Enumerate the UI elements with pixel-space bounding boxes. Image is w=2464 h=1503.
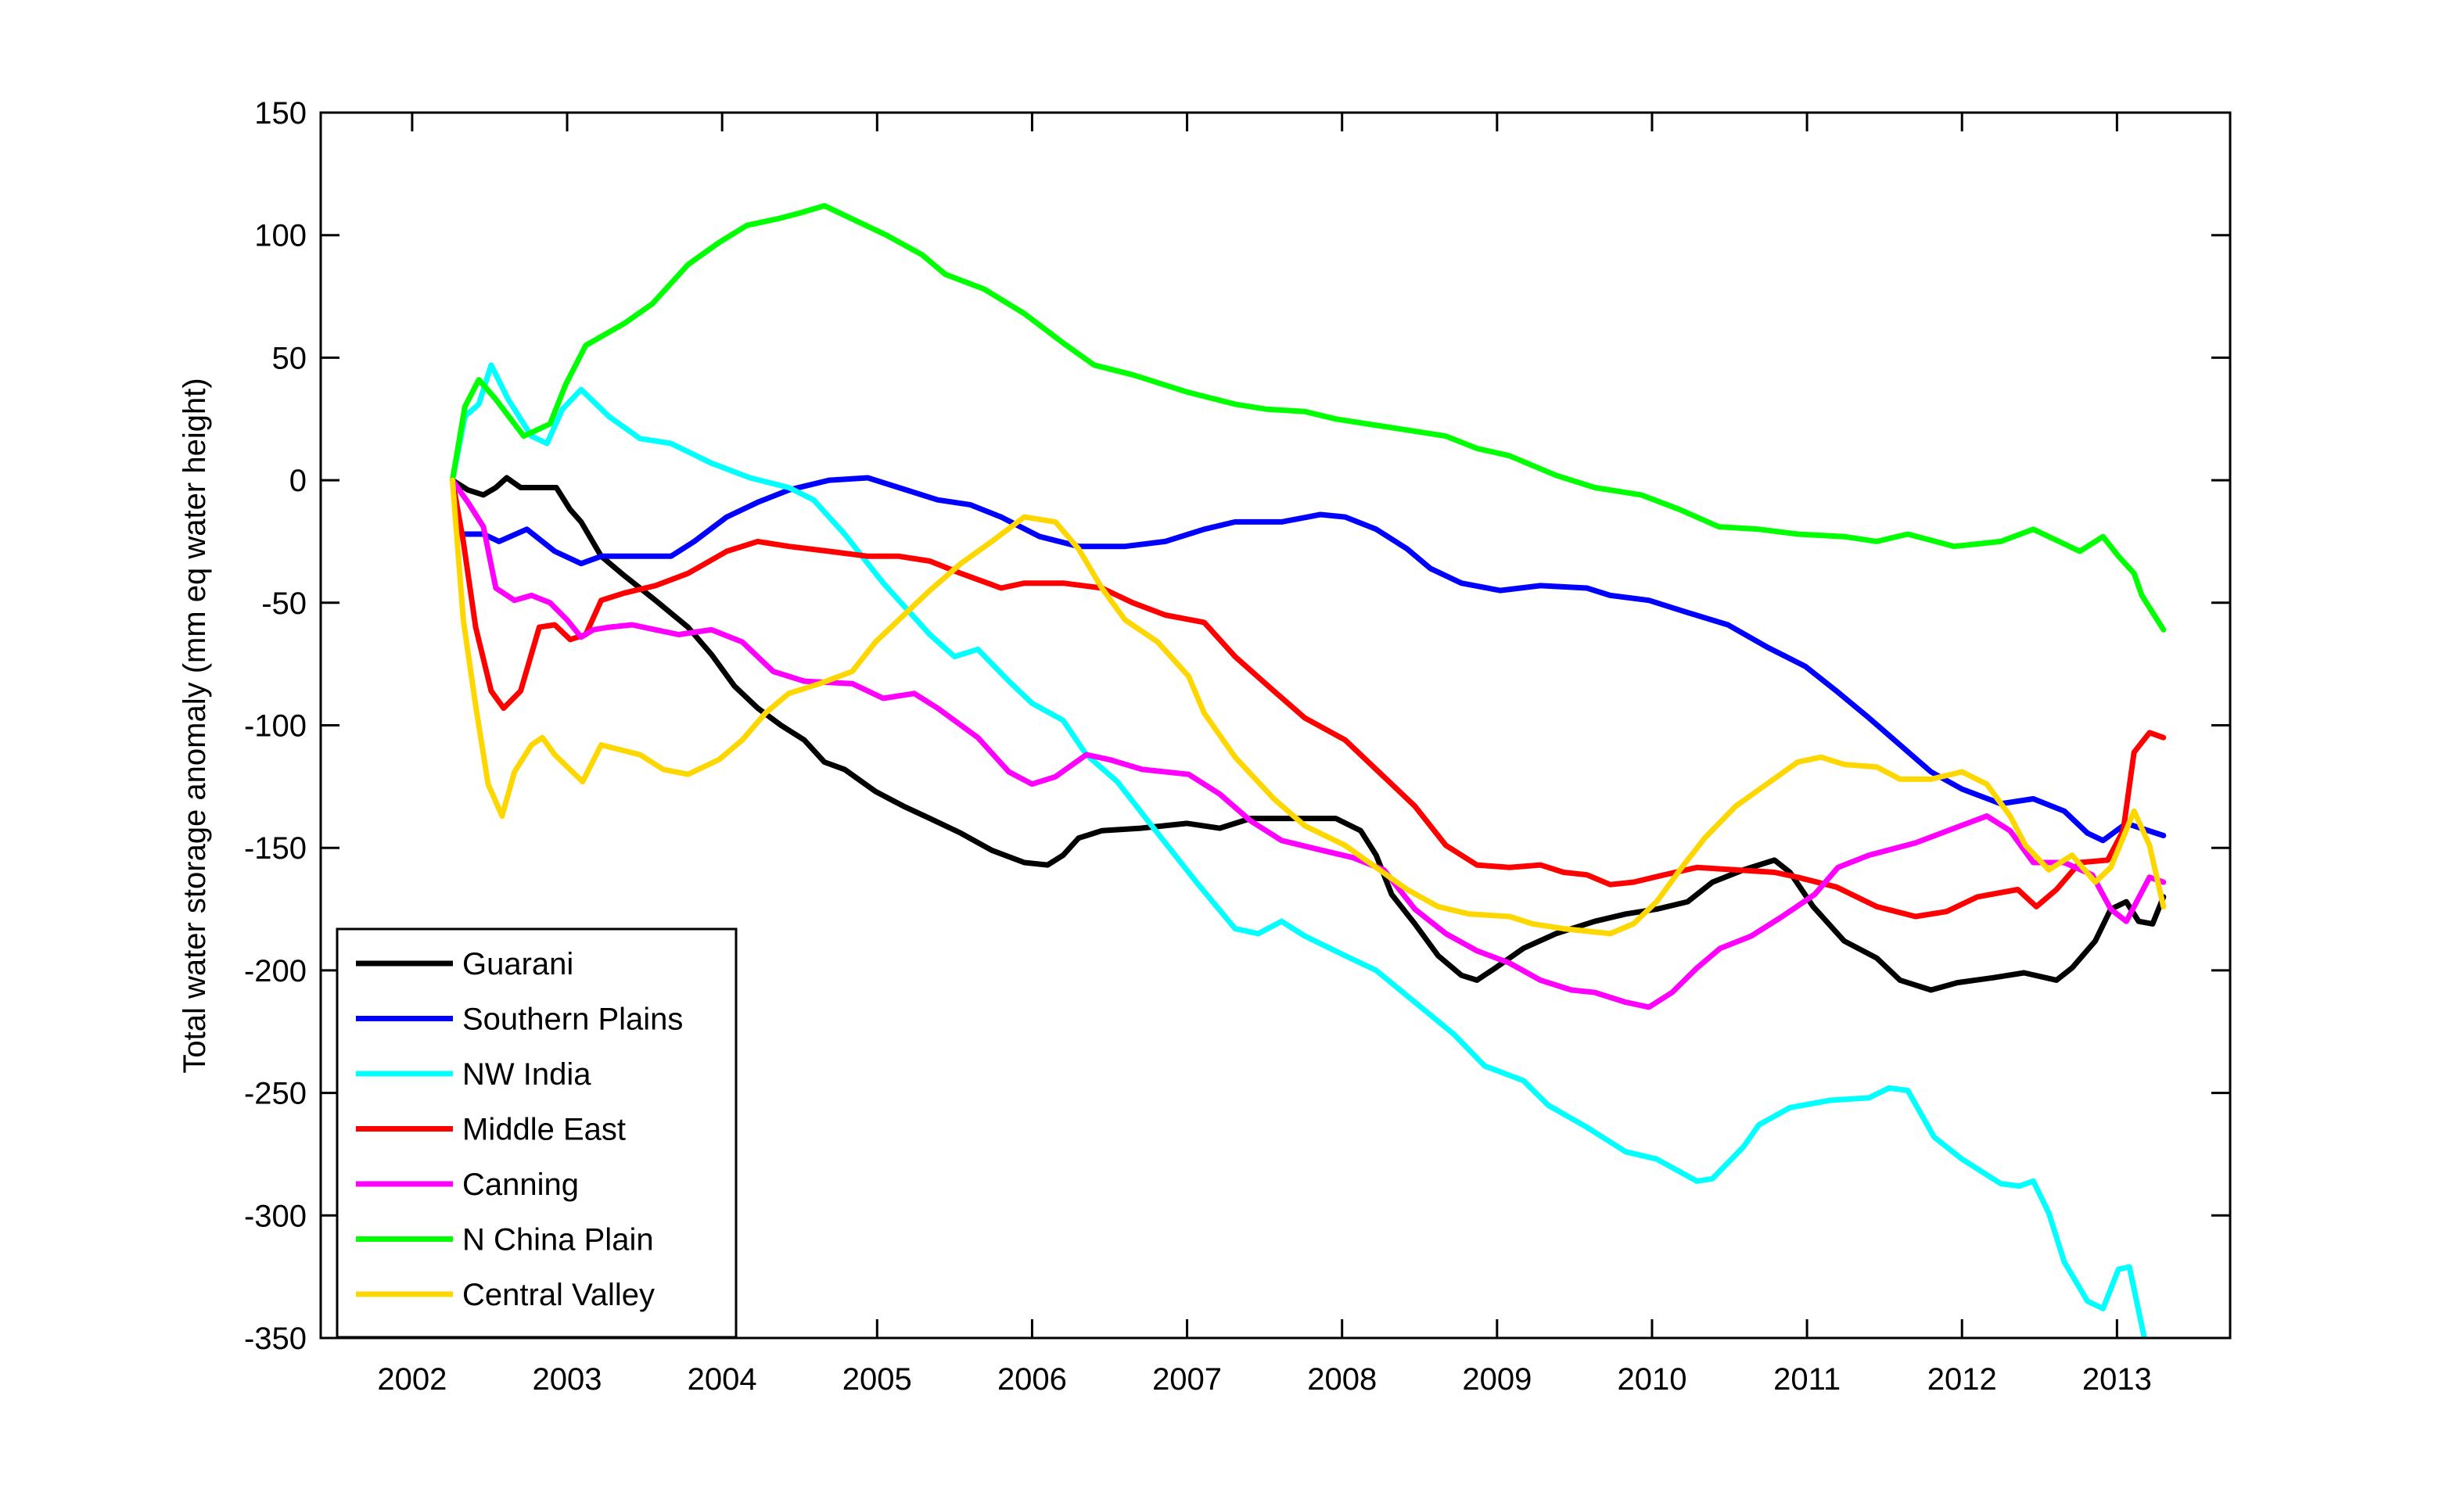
y-tick-label: -250 xyxy=(244,1077,307,1111)
legend-box xyxy=(336,927,738,1339)
legend-item-middle-east: Middle East xyxy=(356,1113,626,1147)
x-tick-label: 2002 xyxy=(377,1362,447,1397)
series-line-middle-east xyxy=(449,477,2167,920)
series-line-nw-india xyxy=(449,362,2147,1338)
series-line-central-valley xyxy=(449,477,2167,937)
x-tick-label: 2008 xyxy=(1307,1362,1377,1397)
x-tick-label: 2003 xyxy=(533,1362,602,1397)
legend-item-n-china-plain: N China Plain xyxy=(356,1223,654,1257)
legend-label: NW India xyxy=(462,1057,591,1092)
legend-item-guarani: Guarani xyxy=(356,947,573,981)
series-line-southern-plains xyxy=(449,475,2167,844)
legend-label: N China Plain xyxy=(462,1223,654,1257)
legend-label: Central Valley xyxy=(462,1278,655,1312)
y-tick-label: 100 xyxy=(254,219,307,253)
legend-item-canning: Canning xyxy=(356,1168,579,1202)
x-tick-label: 2010 xyxy=(1617,1362,1686,1397)
y-axis-label: Total water storage anomaly (mm eq water… xyxy=(178,378,212,1073)
series-line-canning xyxy=(449,477,2167,1010)
legend-label: Canning xyxy=(462,1168,579,1202)
legend-item-nw-india: NW India xyxy=(356,1057,591,1092)
legend: Guarani Southern Plains NW India Middle Eas… xyxy=(336,927,738,1339)
x-tick-label: 2007 xyxy=(1152,1362,1222,1397)
legend-items: Guarani Southern Plains NW India Middle Eas… xyxy=(356,947,683,1312)
series-layer xyxy=(449,203,2167,1338)
y-tick-label: -50 xyxy=(261,586,307,621)
legend-label: Southern Plains xyxy=(462,1003,683,1037)
legend-item-southern-plains: Southern Plains xyxy=(356,1003,683,1037)
y-tick-label: -100 xyxy=(244,709,307,744)
y-tick-label: 50 xyxy=(272,341,307,375)
y-tick-label: -200 xyxy=(244,954,307,988)
x-tick-label: 2012 xyxy=(1927,1362,1997,1397)
x-tick-label: 2004 xyxy=(688,1362,757,1397)
y-tick-label: 150 xyxy=(254,96,307,131)
ticks-layer: 2002 2003 2004 2005 2006 2007 2008 2009 2010 2011… xyxy=(244,96,2230,1397)
legend-label: Middle East xyxy=(462,1113,626,1147)
x-tick-label: 2009 xyxy=(1462,1362,1532,1397)
x-tick-label: 2011 xyxy=(1773,1362,1841,1397)
plot-frame xyxy=(319,111,2232,1340)
series-line-n-china-plain xyxy=(449,203,2167,633)
x-tick-label: 2005 xyxy=(842,1362,912,1397)
y-tick-label: -150 xyxy=(244,831,307,866)
y-tick-label: -350 xyxy=(244,1322,307,1356)
legend-label: Guarani xyxy=(462,947,573,981)
x-tick-label: 2013 xyxy=(2082,1362,2152,1397)
x-tick-label: 2006 xyxy=(997,1362,1067,1397)
y-tick-label: -300 xyxy=(244,1199,307,1233)
legend-item-central-valley: Central Valley xyxy=(356,1278,655,1312)
y-tick-label: 0 xyxy=(289,464,307,498)
